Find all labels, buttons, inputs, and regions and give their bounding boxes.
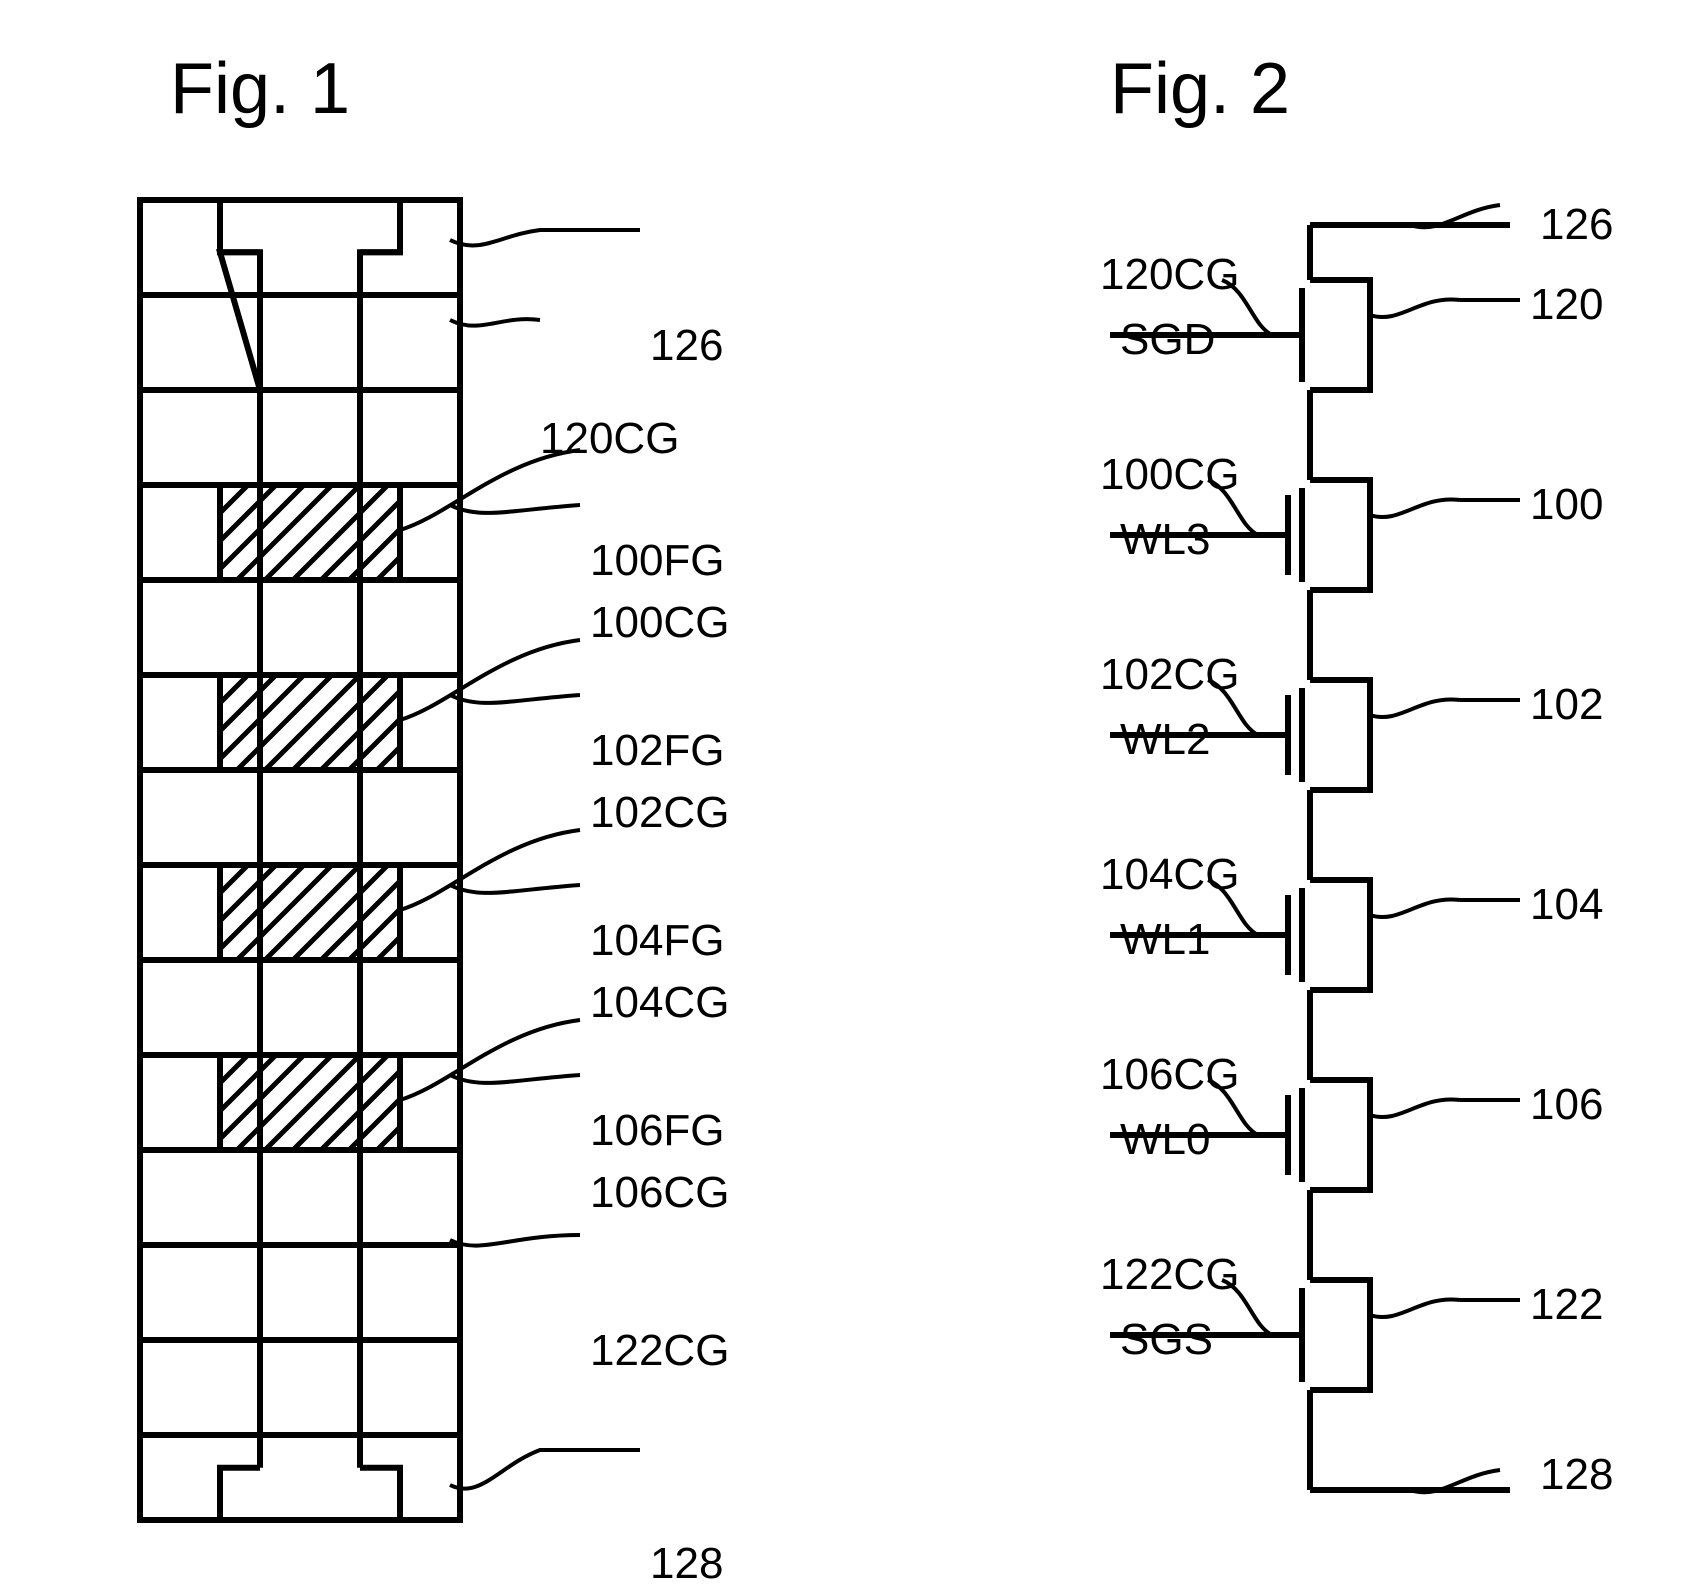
fig2-gate-label: 100CG	[1100, 450, 1239, 500]
fig2-line-label: WL1	[1120, 915, 1210, 965]
fig1-fg-hatch	[220, 865, 248, 893]
fig2-title: Fig. 2	[1110, 48, 1290, 130]
fig2-ref-leader	[1370, 499, 1460, 517]
fig1-outer	[140, 200, 460, 1520]
fig1-fg-hatch	[220, 865, 276, 921]
fig2-ref-leader	[1370, 299, 1460, 317]
fig2-gate-label: 122CG	[1100, 1250, 1239, 1300]
fig2-gate-label: 104CG	[1100, 850, 1239, 900]
fig1-fg-hatch	[220, 485, 276, 541]
fig1-fg-hatch	[349, 1099, 400, 1150]
fig1-label: 104CG	[590, 978, 729, 1028]
fig1-fg-hatch	[349, 909, 400, 960]
fig1-fg-hatch	[220, 1055, 276, 1111]
fig1-label: 122CG	[590, 1326, 729, 1376]
fig2-topref-label: 126	[1540, 200, 1613, 250]
fig1-label: 100FG	[590, 536, 725, 586]
fig2-gate-label: 106CG	[1100, 1050, 1239, 1100]
fig1-label: 102CG	[590, 788, 729, 838]
fig2-transistor-body	[1310, 1080, 1370, 1190]
fig1-fg-hatch	[237, 1055, 332, 1150]
fig2-ref-leader	[1370, 1299, 1460, 1317]
fig2-ref-leader	[1370, 899, 1460, 917]
fig1-leader	[450, 1450, 640, 1489]
fig1-title: Fig. 1	[170, 48, 350, 130]
fig1-fg-hatch	[237, 485, 332, 580]
fig1-fg-hatch	[377, 747, 400, 770]
fig1-fg-hatch	[265, 1055, 360, 1150]
fig1-leader	[450, 505, 580, 513]
fig1-top-contact-r	[360, 200, 400, 252]
fig2-line-label: WL0	[1120, 1115, 1210, 1165]
fig1-fg-hatch	[265, 865, 360, 960]
fig1-fg-hatch	[293, 865, 388, 960]
fig1-label: 104FG	[590, 916, 725, 966]
fig1-fg-hatch	[237, 865, 332, 960]
fig2-transistor-body	[1310, 880, 1370, 990]
fig2-ref-label: 100	[1530, 480, 1603, 530]
fig2-transistor-body	[1310, 1280, 1370, 1390]
fig1-fg-hatch	[220, 485, 248, 513]
fig1-label: 126	[650, 321, 723, 371]
fig2-ref-leader	[1370, 1099, 1460, 1117]
fig2-line-label: SGD	[1120, 315, 1215, 365]
fig1-label: 100CG	[590, 598, 729, 648]
fig2-line-label: SGS	[1120, 1315, 1213, 1365]
fig1-leader	[400, 830, 580, 910]
fig1-leader	[450, 695, 580, 703]
fig1-leader	[450, 230, 640, 245]
fig2-gate-label: 102CG	[1100, 650, 1239, 700]
fig1-fg-hatch	[293, 1055, 388, 1150]
fig1-bot-contact-l	[220, 1468, 260, 1520]
fig1-fg-hatch	[377, 1127, 400, 1150]
fig2-ref-label: 106	[1530, 1080, 1603, 1130]
fig2-transistor-body	[1310, 280, 1370, 390]
fig1-fg-hatch	[237, 675, 332, 770]
fig2-ref-leader	[1370, 699, 1460, 717]
fig1-fg-hatch	[220, 1055, 248, 1083]
fig1-fg-hatch	[293, 675, 388, 770]
fig2-ref-label: 120	[1530, 280, 1603, 330]
fig1-label: 128	[650, 1539, 723, 1589]
fig1-leader	[450, 885, 580, 893]
fig2-gate-label: 120CG	[1100, 250, 1239, 300]
fig1-fg-hatch	[220, 675, 276, 731]
fig1-leader	[450, 1075, 580, 1083]
fig2-botref-label: 128	[1540, 1450, 1613, 1500]
fig1-label: 102FG	[590, 726, 725, 776]
fig2-transistor-body	[1310, 480, 1370, 590]
fig1-fg-hatch	[293, 485, 388, 580]
fig1-fg-hatch	[220, 675, 248, 703]
fig2-line-label: WL2	[1120, 715, 1210, 765]
fig2-line-label: WL3	[1120, 515, 1210, 565]
fig1-fg-hatch	[349, 719, 400, 770]
fig1-label: 106FG	[590, 1106, 725, 1156]
fig1-fg-hatch	[265, 485, 360, 580]
fig1-label: 120CG	[540, 414, 679, 464]
fig1-label: 106CG	[590, 1168, 729, 1218]
fig2-transistor-body	[1310, 680, 1370, 790]
fig2-ref-label: 104	[1530, 880, 1603, 930]
fig1-leader	[450, 1235, 580, 1246]
fig1-bot-contact-r	[360, 1468, 400, 1520]
fig1-fg-hatch	[265, 675, 360, 770]
fig1-top-contact-l	[220, 200, 260, 252]
fig1-fg-hatch	[377, 557, 400, 580]
fig1-leader	[400, 640, 580, 720]
fig1-leader	[450, 319, 540, 326]
fig2-ref-label: 122	[1530, 1280, 1603, 1330]
fig2-ref-label: 102	[1530, 680, 1603, 730]
fig1-fg-hatch	[377, 937, 400, 960]
fig1-fg-hatch	[349, 529, 400, 580]
fig1-leader	[400, 1020, 580, 1100]
